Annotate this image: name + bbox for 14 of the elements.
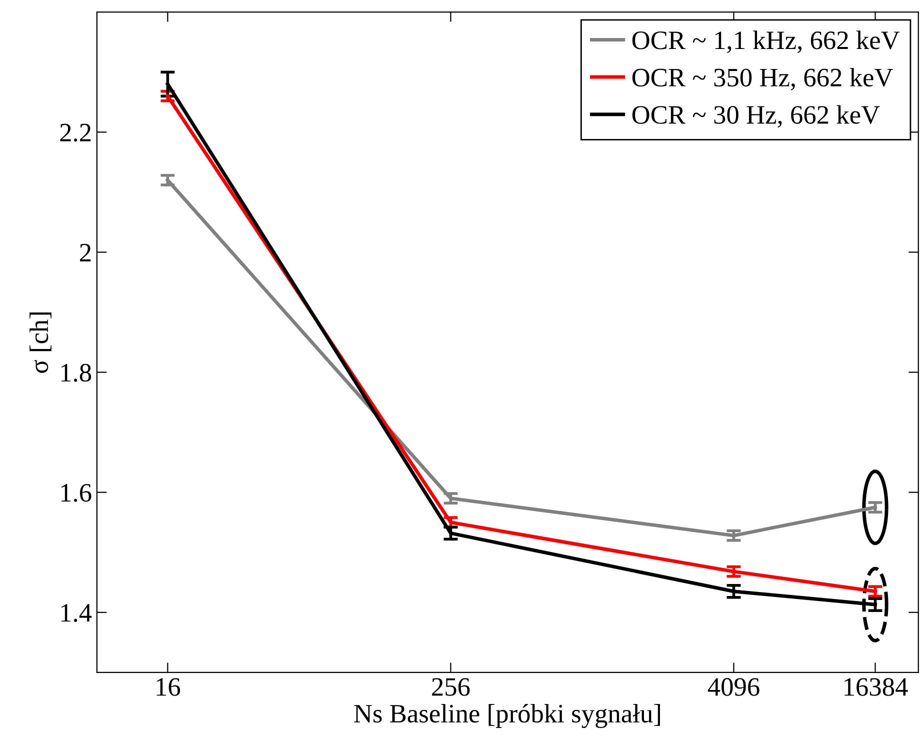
legend-label: OCR ~ 350 Hz, 662 keV xyxy=(632,68,894,90)
x-axis-title: Ns Baseline [próbki sygnału] xyxy=(354,704,660,728)
x-tick-label: 16 xyxy=(156,678,180,696)
y-tick-label: 1.8 xyxy=(61,364,92,382)
y-tick-label: 1.4 xyxy=(61,604,92,622)
legend-label: OCR ~ 1,1 kHz, 662 keV xyxy=(632,30,900,54)
y-tick-label: 2.2 xyxy=(60,124,91,142)
x-tick-label: 16384 xyxy=(844,678,908,696)
x-tick-label: 256 xyxy=(432,678,470,696)
legend-label: OCR ~ 30 Hz, 662 keV xyxy=(632,105,880,128)
x-tick-label: 4096 xyxy=(708,678,760,696)
y-tick-label: 2 xyxy=(80,244,91,262)
y-tick-label: 1.6 xyxy=(61,484,92,502)
y-axis-title: σ [ch] xyxy=(30,312,52,373)
